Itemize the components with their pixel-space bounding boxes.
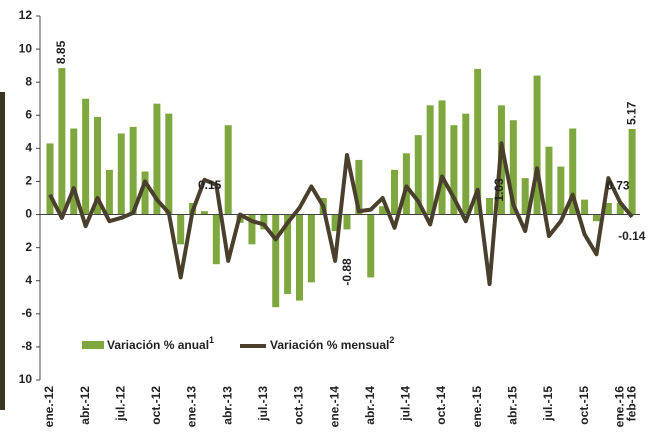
- bar: [616, 202, 624, 215]
- x-tick-label: oct.-12: [149, 386, 163, 425]
- bar: [581, 199, 589, 215]
- legend-text: Variación % anual: [107, 338, 209, 352]
- bar: [200, 211, 208, 215]
- bar: [307, 214, 315, 283]
- bar: [129, 126, 137, 215]
- legend-note: 2: [389, 335, 394, 345]
- x-tick-label: jul.-14: [399, 386, 413, 422]
- bar: [367, 214, 375, 278]
- legend-swatch: [82, 341, 104, 349]
- y-tick-label: 8: [25, 74, 32, 88]
- x-tick-label: abr.-15: [505, 386, 519, 425]
- legend-label: Variación % anual1: [107, 335, 214, 352]
- bar: [438, 100, 446, 215]
- x-tick-label: ene.-13: [185, 386, 199, 428]
- bar: [391, 169, 399, 215]
- bar: [402, 153, 410, 215]
- y-tick-label: 0: [25, 207, 32, 221]
- x-tick-label: jul.-12: [113, 386, 127, 422]
- y-tick-label: 10: [19, 372, 33, 386]
- x-tick-label: oct.-13: [292, 386, 306, 425]
- bar: [557, 166, 565, 215]
- y-tick-label: 2: [25, 174, 32, 188]
- data-label: 8.85: [54, 40, 68, 64]
- bar: [462, 113, 470, 215]
- bar: [165, 113, 173, 215]
- bar: [105, 169, 113, 215]
- bar: [295, 214, 303, 301]
- annotation: 1.03: [492, 178, 506, 202]
- y-tick-label: 4: [25, 141, 32, 155]
- bar: [343, 214, 351, 230]
- line: [48, 141, 634, 287]
- bar: [509, 120, 517, 215]
- bar: [46, 143, 54, 215]
- x-tick-label: jul.-15: [541, 386, 555, 422]
- x-tick-label: ene.-16: [612, 386, 626, 428]
- annotation: 0.15: [198, 178, 222, 192]
- bar: [260, 214, 268, 230]
- bar: [272, 214, 280, 308]
- x-tick-label: abr.-14: [363, 386, 377, 425]
- bar: [177, 214, 185, 245]
- bar: [82, 98, 90, 215]
- legend-note: 1: [209, 335, 214, 345]
- x-tick-label: oct.-15: [577, 386, 591, 425]
- bar: [379, 206, 387, 215]
- bar: [117, 133, 125, 215]
- bar: [628, 129, 636, 215]
- y-tick-label: 6: [25, 107, 32, 121]
- bar: [248, 214, 256, 245]
- bar: [212, 214, 220, 265]
- y-tick-label: 2: [25, 240, 32, 254]
- bar: [141, 171, 149, 215]
- bar: [284, 214, 292, 294]
- bar: [545, 146, 553, 215]
- bar: [450, 125, 458, 215]
- x-tick-label: abr.-13: [220, 386, 234, 425]
- bar: [604, 202, 612, 215]
- y-tick-label: -8: [21, 339, 32, 353]
- x-tick-label: ene.-12: [42, 386, 56, 428]
- y-tick-label: -6: [21, 306, 32, 320]
- bar: [153, 103, 161, 215]
- data-label: -0.14: [618, 229, 646, 243]
- bar: [70, 128, 78, 215]
- edge-bar: [0, 92, 5, 410]
- bar: [224, 125, 232, 215]
- bar: [58, 68, 66, 215]
- y-tick-label: 12: [19, 8, 33, 22]
- bar: [521, 178, 529, 215]
- data-label: 0.73: [606, 179, 630, 193]
- data-label: 5.17: [624, 101, 638, 125]
- x-tick-label: abr.-12: [78, 386, 92, 425]
- annotation: -0.88: [340, 258, 354, 286]
- bar: [486, 198, 494, 215]
- x-tick-label: jul.-13: [256, 386, 270, 422]
- y-tick-label: 10: [19, 41, 33, 55]
- bar: [94, 116, 102, 215]
- y-tick-label: 4: [25, 273, 32, 287]
- legend-label: Variación % mensual2: [270, 335, 394, 352]
- x-tick-label: ene.-14: [327, 386, 341, 428]
- bar: [592, 214, 600, 222]
- bar: [533, 75, 541, 215]
- legend: Variación % anual1 Variación % mensual2: [82, 335, 394, 352]
- legend-text: Variación % mensual: [270, 338, 389, 352]
- bar: [474, 68, 482, 215]
- bar: [414, 135, 422, 215]
- bar: [569, 128, 577, 215]
- bar: [426, 105, 434, 215]
- bar: [331, 214, 339, 232]
- x-tick-label: oct.-14: [434, 386, 448, 425]
- bar: [355, 159, 363, 215]
- x-tick-label: feb-16: [624, 386, 638, 422]
- x-tick-label: ene.-15: [470, 386, 484, 428]
